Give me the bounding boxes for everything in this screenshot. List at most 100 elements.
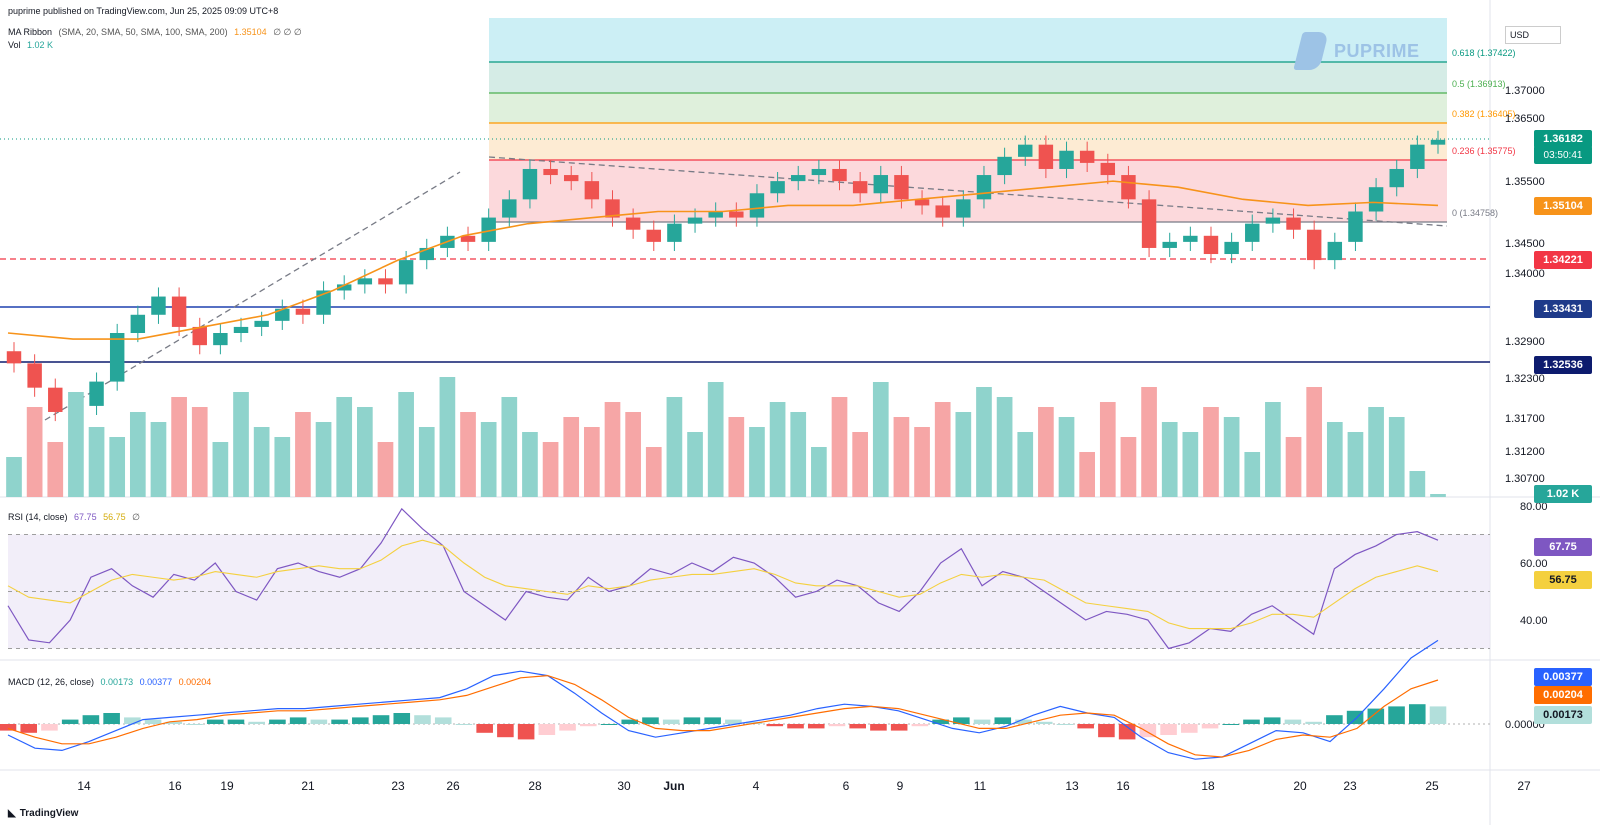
candle-body [1245, 223, 1260, 242]
macd-histogram-bar [1263, 717, 1281, 724]
volume-bar [274, 437, 291, 497]
x-tick: 26 [446, 779, 460, 793]
macd-histogram-bar [580, 724, 597, 727]
candle-body [873, 175, 889, 194]
macd-histogram-bar [1015, 719, 1032, 724]
macd-histogram-bar [352, 717, 369, 724]
macd-histogram-bar [455, 724, 473, 725]
macd-histogram-bar [828, 724, 846, 727]
rsi-tick: 60.00 [1520, 558, 1548, 570]
x-tick: 6 [843, 779, 850, 793]
candle-body [254, 320, 269, 327]
macd-histogram-bar [414, 715, 431, 724]
currency-selector[interactable]: USD [1505, 26, 1561, 44]
volume-bar [811, 447, 827, 497]
candle-body [852, 181, 868, 194]
candle-body [584, 181, 600, 200]
candle-body [1327, 241, 1343, 261]
downtrend-line [488, 156, 1448, 227]
volume-bar [253, 427, 270, 497]
x-tick: 21 [301, 779, 315, 793]
macd-histogram-bar [932, 719, 949, 724]
rsi-legend[interactable]: RSI (14, close) 67.75 56.75 ∅ [8, 512, 144, 523]
candle-body [1141, 199, 1157, 248]
uptrend-line [44, 171, 461, 421]
ma-value: 1.35104 [234, 27, 267, 37]
macd-legend[interactable]: MACD (12, 26, close) 0.00173 0.00377 0.0… [8, 677, 215, 687]
volume-bar [1306, 387, 1323, 497]
x-tick: 25 [1425, 779, 1439, 793]
volume-bar [563, 417, 580, 497]
volume-bar [914, 427, 930, 497]
candle-body [543, 168, 558, 176]
candle-body [646, 229, 661, 242]
macd-histogram-bar [0, 724, 17, 731]
macd-histogram-bar [393, 713, 411, 724]
candle-body [956, 199, 971, 218]
volume-bar [460, 412, 476, 497]
tradingview-footer[interactable]: ◣ TradingView [8, 808, 79, 819]
candle-body [336, 284, 352, 291]
volume-bar [6, 457, 22, 497]
candle-body [357, 278, 373, 285]
macd-signal-value: 0.00204 [178, 677, 212, 687]
candle-body [811, 168, 827, 176]
hist-badge: 0.00173 [1534, 706, 1592, 724]
volume-bar [398, 392, 414, 497]
volume-bar [831, 397, 848, 497]
line1-price-badge: 1.33431 [1534, 300, 1592, 318]
macd-histogram-bar [600, 724, 618, 725]
volume-bar [1430, 494, 1446, 497]
line2-price-badge: 1.32536 [1534, 356, 1592, 374]
volume-bar [171, 397, 187, 497]
macd-histogram-bar [1408, 704, 1426, 724]
candle-body [791, 175, 806, 182]
candle-body [1430, 139, 1446, 145]
volume-bar [47, 442, 64, 497]
price-tick: 1.30700 [1505, 473, 1545, 485]
x-tick: Jun [663, 779, 684, 793]
rsi-tick: 40.00 [1520, 615, 1548, 627]
price-tick: 1.31700 [1505, 413, 1545, 425]
candle-body [729, 211, 744, 218]
volume-bar [1079, 452, 1096, 497]
rsi-badge: 67.75 [1534, 538, 1592, 556]
volume-bar [1099, 402, 1116, 497]
vol-value: 1.02 K [27, 40, 54, 50]
macd-histogram-bar [725, 719, 742, 724]
vol-label: Vol [8, 40, 21, 50]
rsi-null: ∅ [132, 512, 140, 522]
volume-bar [604, 402, 621, 497]
candle-body [89, 381, 104, 406]
volume-bar [996, 397, 1013, 497]
macd-histogram-bar [497, 724, 514, 738]
candle-body [1203, 235, 1219, 255]
candle-body [997, 156, 1012, 176]
candle-body [1162, 241, 1177, 248]
candle-body [481, 217, 496, 242]
volume-bar [212, 442, 229, 497]
rsi-line [7, 507, 1439, 650]
volume-bar [584, 427, 600, 497]
price-tick: 1.32300 [1505, 373, 1545, 385]
macd-histogram-bar [82, 715, 100, 724]
price-tick: 1.37000 [1505, 85, 1545, 97]
volume-bar [872, 382, 889, 497]
macd-histogram-bar [372, 715, 390, 724]
candle-body [1038, 144, 1054, 169]
fib-label: 0 (1.34758) [1452, 208, 1498, 218]
macd-histogram-bar [1035, 721, 1053, 724]
ma-legend[interactable]: MA Ribbon (SMA, 20, SMA, 50, SMA, 100, S… [8, 27, 306, 38]
fib-label: 0.5 (1.36913) [1452, 79, 1506, 89]
vol-badge: 1.02 K [1534, 485, 1592, 503]
ma-params: (SMA, 20, SMA, 50, SMA, 100, SMA, 200) [58, 27, 228, 37]
rsi-tick: 80.00 [1520, 501, 1548, 513]
candle-body [832, 168, 847, 182]
vol-legend[interactable]: Vol 1.02 K [8, 40, 57, 50]
macd-histogram-bar [1388, 706, 1405, 724]
volume-bar [1265, 402, 1281, 497]
x-tick: 16 [168, 779, 182, 793]
macd-histogram-bar [41, 724, 58, 731]
macd-histogram-bar [1284, 719, 1302, 724]
